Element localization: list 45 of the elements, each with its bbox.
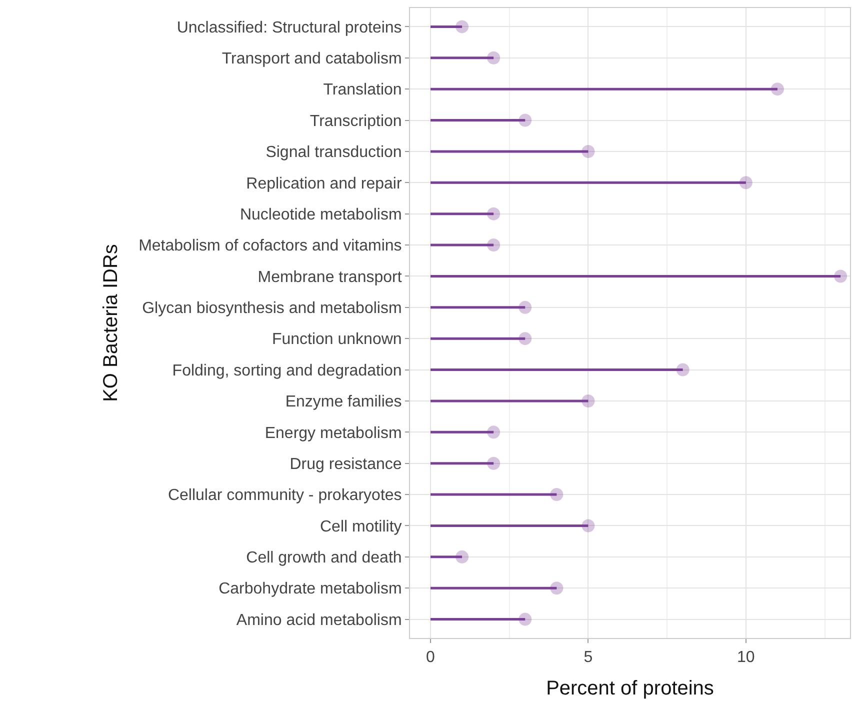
y-tick-label: Glycan biosynthesis and metabolism bbox=[142, 300, 402, 318]
x-axis-title: Percent of proteins bbox=[546, 678, 714, 700]
point bbox=[487, 456, 500, 470]
y-tick-label: Unclassified: Structural proteins bbox=[176, 19, 402, 36]
x-tick-label: 0 bbox=[426, 649, 436, 666]
x-tick-label: 10 bbox=[737, 649, 755, 666]
point bbox=[676, 363, 690, 376]
point bbox=[487, 51, 500, 64]
y-tick-label: Metabolism of cofactors and vitamins bbox=[138, 238, 402, 255]
point bbox=[582, 394, 595, 408]
point bbox=[518, 612, 532, 626]
point bbox=[487, 238, 500, 252]
y-tick-label: Translation bbox=[323, 82, 402, 99]
y-tick-label: Cellular community - prokaryotes bbox=[168, 487, 402, 504]
point bbox=[456, 20, 469, 34]
point bbox=[518, 332, 532, 346]
point bbox=[582, 144, 595, 158]
point bbox=[834, 270, 848, 283]
point bbox=[582, 519, 595, 532]
point bbox=[518, 114, 532, 127]
y-tick-label: Nucleotide metabolism bbox=[240, 206, 402, 224]
point bbox=[739, 176, 752, 190]
point bbox=[487, 426, 500, 439]
y-tick-label: Cell motility bbox=[320, 518, 402, 536]
point bbox=[456, 550, 469, 564]
y-tick-label: Membrane transport bbox=[258, 268, 402, 286]
point bbox=[518, 300, 532, 314]
y-tick-label: Replication and repair bbox=[246, 175, 402, 192]
y-tick-label: Function unknown bbox=[272, 331, 402, 348]
y-tick-label: Transcription bbox=[310, 112, 402, 130]
y-tick-label: Drug resistance bbox=[290, 456, 402, 473]
point bbox=[487, 207, 500, 220]
point bbox=[550, 582, 564, 595]
y-tick-label: Carbohydrate metabolism bbox=[218, 580, 402, 598]
y-tick-label: Cell growth and death bbox=[246, 550, 402, 567]
x-tick-label: 5 bbox=[584, 649, 593, 666]
y-tick-label: Signal transduction bbox=[266, 144, 402, 162]
point bbox=[770, 82, 784, 96]
y-tick-label: Transport and catabolism bbox=[222, 50, 402, 68]
y-axis-title: KO Bacteria IDRs bbox=[100, 244, 122, 402]
y-tick-label: Enzyme families bbox=[285, 394, 402, 411]
point bbox=[550, 488, 564, 502]
y-tick-label: Folding, sorting and degradation bbox=[172, 362, 402, 380]
y-tick-label: Amino acid metabolism bbox=[236, 612, 402, 629]
y-tick-label: Energy metabolism bbox=[264, 424, 402, 442]
